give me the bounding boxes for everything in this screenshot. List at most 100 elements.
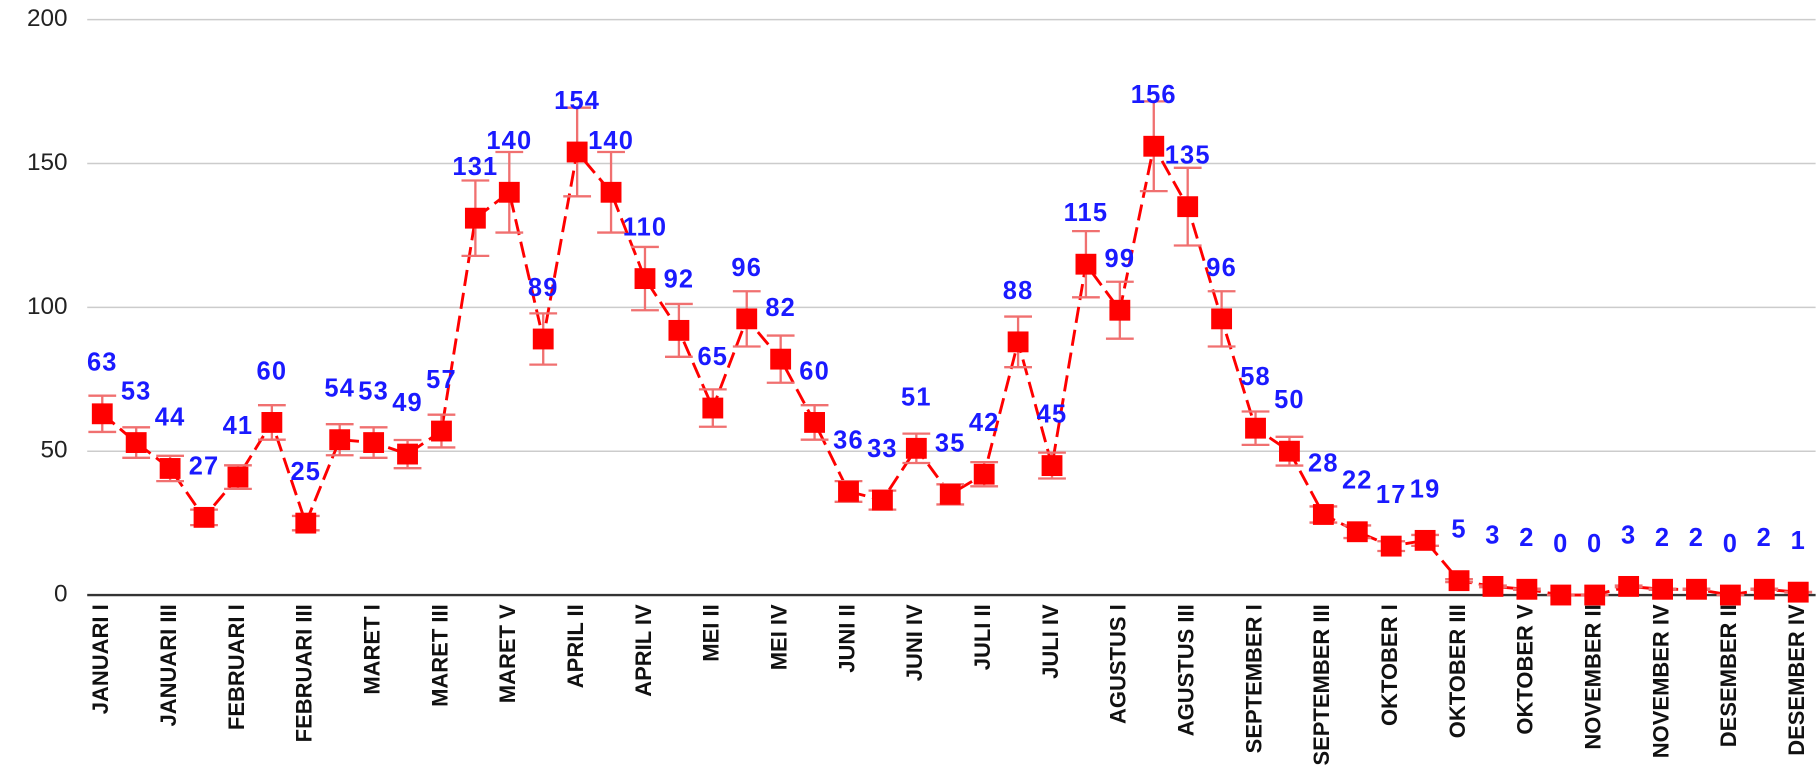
- marker: [1279, 440, 1300, 462]
- x-tick-label: OKTOBER V: [1513, 604, 1538, 735]
- marker: [193, 506, 215, 528]
- data-label: 41: [223, 412, 254, 440]
- data-label: 99: [1105, 245, 1136, 273]
- marker: [1177, 196, 1199, 218]
- data-label: 3: [1621, 521, 1636, 549]
- marker: [227, 466, 249, 488]
- data-label: 65: [697, 343, 728, 371]
- marker: [397, 443, 418, 465]
- x-tick-label: JANUARI I: [88, 604, 113, 714]
- x-tick-label: JUNI II: [834, 604, 859, 672]
- y-tick-label: 100: [27, 293, 68, 320]
- data-label: 49: [392, 389, 423, 417]
- data-label: 28: [1308, 449, 1339, 477]
- x-tick-label: NOVEMBER II: [1581, 604, 1606, 749]
- marker: [600, 181, 622, 203]
- x-tick-label: MARET III: [427, 604, 452, 707]
- data-label: 22: [1342, 467, 1373, 495]
- data-label: 0: [1723, 530, 1738, 558]
- marker: [973, 463, 995, 485]
- marker: [329, 429, 351, 451]
- data-label: 154: [554, 87, 600, 115]
- marker: [1143, 135, 1165, 157]
- marker: [1584, 584, 1606, 606]
- marker: [295, 512, 317, 534]
- x-tick-label: FEBRUARI III: [292, 604, 317, 742]
- data-label: 57: [426, 366, 457, 394]
- data-label: 27: [189, 452, 220, 480]
- marker: [1787, 581, 1809, 603]
- marker: [431, 420, 452, 442]
- x-tick-label: DESEMBER II: [1716, 604, 1741, 747]
- marker: [634, 268, 656, 290]
- marker: [905, 437, 927, 459]
- marker: [1109, 299, 1131, 321]
- x-tick-label: JANUARI III: [156, 604, 181, 726]
- data-label: 140: [486, 127, 532, 155]
- data-label: 82: [765, 294, 796, 322]
- data-label: 156: [1131, 81, 1177, 109]
- x-tick-label: MARET V: [495, 604, 520, 703]
- marker: [939, 483, 961, 505]
- marker: [770, 348, 792, 370]
- marker: [1414, 529, 1436, 551]
- data-label: 51: [901, 383, 932, 411]
- x-tick-label: OKTOBER III: [1445, 604, 1470, 738]
- data-line: [101, 142, 1799, 597]
- data-label: 3: [1485, 521, 1500, 549]
- x-tick-label: OKTOBER I: [1377, 604, 1402, 726]
- data-label: 5: [1451, 516, 1466, 544]
- y-tick-label: 50: [41, 437, 68, 464]
- marker: [1007, 331, 1029, 353]
- data-label: 2: [1519, 524, 1534, 552]
- marker: [159, 458, 181, 479]
- data-label: 45: [1037, 401, 1068, 429]
- marker: [1550, 584, 1572, 606]
- marker: [1211, 308, 1233, 330]
- data-label: 110: [623, 214, 668, 242]
- data-label: 44: [155, 403, 186, 431]
- marker: [1516, 578, 1538, 600]
- x-tick-label: DESEMBER IV: [1784, 604, 1809, 756]
- x-tick-label: NOVEMBER IV: [1648, 604, 1673, 758]
- data-label: 135: [1165, 142, 1211, 170]
- data-label: 53: [358, 378, 389, 406]
- marker: [804, 412, 825, 433]
- marker: [363, 432, 385, 453]
- marker: [566, 141, 588, 163]
- x-tick-label: AGUSTUS III: [1174, 604, 1199, 736]
- marker: [125, 432, 147, 453]
- marker: [91, 403, 113, 425]
- data-label: 19: [1410, 475, 1441, 503]
- marker: [1719, 584, 1741, 606]
- x-tick-label: JULI IV: [1038, 604, 1063, 679]
- x-tick-label: MEI IV: [766, 604, 791, 670]
- marker: [464, 207, 486, 229]
- data-label: 96: [731, 254, 762, 282]
- data-label: 0: [1553, 530, 1568, 558]
- marker: [1618, 575, 1640, 597]
- data-label: 131: [452, 153, 498, 181]
- x-tick-label: MARET I: [359, 604, 384, 694]
- x-tick-label: APRIL IV: [631, 604, 656, 697]
- data-label: 54: [324, 375, 355, 403]
- data-label: 1: [1791, 527, 1806, 555]
- data-label: 36: [833, 426, 864, 454]
- marker: [1448, 570, 1470, 592]
- marker: [498, 181, 520, 203]
- y-tick-label: 150: [27, 149, 68, 176]
- x-tick-label: SEPTEMBER III: [1309, 604, 1334, 765]
- data-label: 17: [1376, 481, 1407, 509]
- data-label: 63: [87, 349, 118, 377]
- marker: [1245, 417, 1266, 439]
- data-label: 50: [1274, 386, 1305, 414]
- marker: [668, 319, 690, 341]
- y-tick-label: 0: [54, 580, 68, 607]
- data-label: 60: [799, 357, 830, 385]
- marker: [261, 412, 283, 433]
- marker: [838, 481, 859, 502]
- data-label: 33: [867, 435, 898, 463]
- x-tick-label: FEBRUARI I: [224, 604, 249, 730]
